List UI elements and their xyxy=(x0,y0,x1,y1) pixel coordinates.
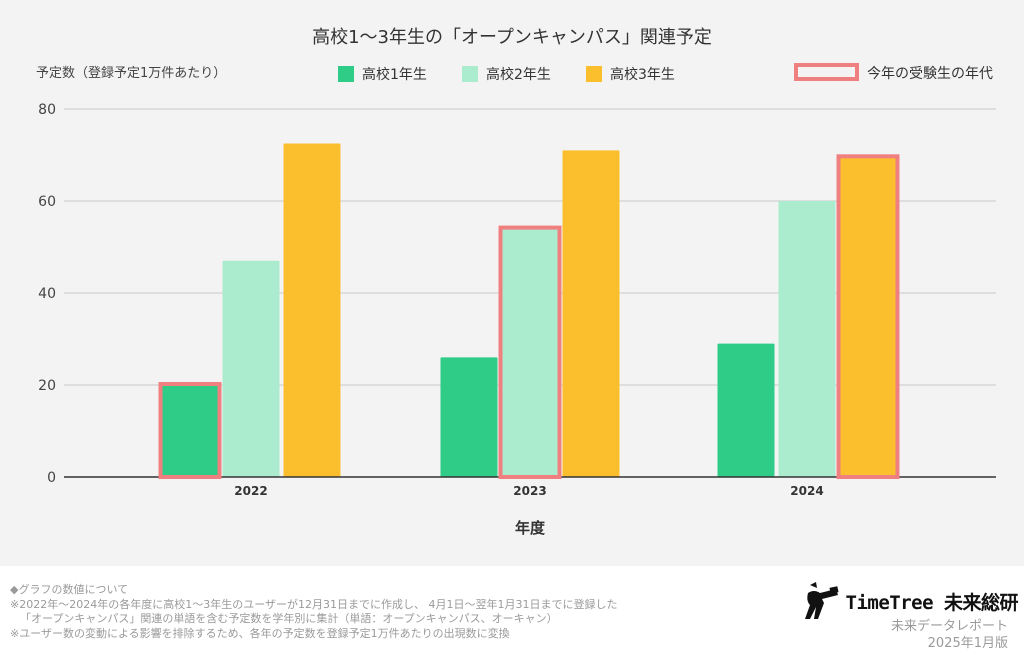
y-tick-label: 80 xyxy=(38,102,56,118)
bar xyxy=(501,228,559,477)
footnotes: ◆グラフの数値について ※2022年〜2024年の各年度に高校1〜3年生のユーザ… xyxy=(10,583,617,641)
highlight-outline xyxy=(836,154,900,480)
legend-swatch xyxy=(462,66,478,82)
bar xyxy=(161,385,219,477)
brand-subtitle: 未来データレポート xyxy=(890,619,1008,634)
highlight-outline xyxy=(498,225,562,479)
telescope-figure-icon xyxy=(800,581,840,621)
bar xyxy=(440,357,498,477)
legend-swatch xyxy=(586,66,602,82)
chart-title: 高校1〜3年生の「オープンキャンパス」関連予定 xyxy=(312,27,712,48)
bar xyxy=(778,201,836,477)
legend-swatch xyxy=(338,66,354,82)
bar xyxy=(839,157,897,478)
x-tick-label: 2023 xyxy=(513,484,546,498)
y-axis-label: 予定数（登録予定1万件あたり） xyxy=(36,66,226,81)
x-tick-label: 2024 xyxy=(790,484,823,498)
footnote-line: ※2022年〜2024年の各年度に高校1〜3年生のユーザーが12月31日までに作… xyxy=(10,597,618,611)
footnote-line: 「オープンキャンパス」関連の単語を含む予定数を学年別に集計（単語：オープンキャン… xyxy=(20,612,558,625)
legend-label: 高校1年生 xyxy=(362,66,427,83)
y-tick-label: 60 xyxy=(38,194,56,210)
bar xyxy=(717,343,775,477)
y-tick-label: 40 xyxy=(38,286,56,302)
bar xyxy=(283,143,341,477)
report-date: 2025年1月版 xyxy=(927,636,1008,651)
x-axis-label: 年度 xyxy=(515,519,546,537)
legend-highlight-label: 今年の受験生の年代 xyxy=(867,66,993,82)
y-tick-label: 0 xyxy=(47,470,56,486)
legend-highlight-swatch xyxy=(794,63,859,81)
chart-panel: 高校1〜3年生の「オープンキャンパス」関連予定予定数（登録予定1万件あたり） 高校… xyxy=(0,0,1024,566)
y-tick-label: 20 xyxy=(38,378,56,394)
x-tick-label: 2022 xyxy=(234,484,267,498)
bar xyxy=(562,150,620,477)
highlight-outline xyxy=(158,382,222,479)
legend-label: 高校2年生 xyxy=(486,66,551,83)
brand-block: TimeTree 未来総研 未来データレポート 2025年1月版 xyxy=(798,577,1019,657)
brand-name: TimeTree 未来総研 xyxy=(845,591,1019,614)
legend-label: 高校3年生 xyxy=(610,66,675,83)
brand-logo: TimeTree 未来総研 xyxy=(800,581,1019,621)
footnote-line: ※ユーザー数の変動による影響を排除するため、各年の予定数を登録予定1万件あたりの… xyxy=(10,626,510,640)
footnote-heading: ◆グラフの数値について xyxy=(10,583,129,596)
bar xyxy=(222,260,280,477)
